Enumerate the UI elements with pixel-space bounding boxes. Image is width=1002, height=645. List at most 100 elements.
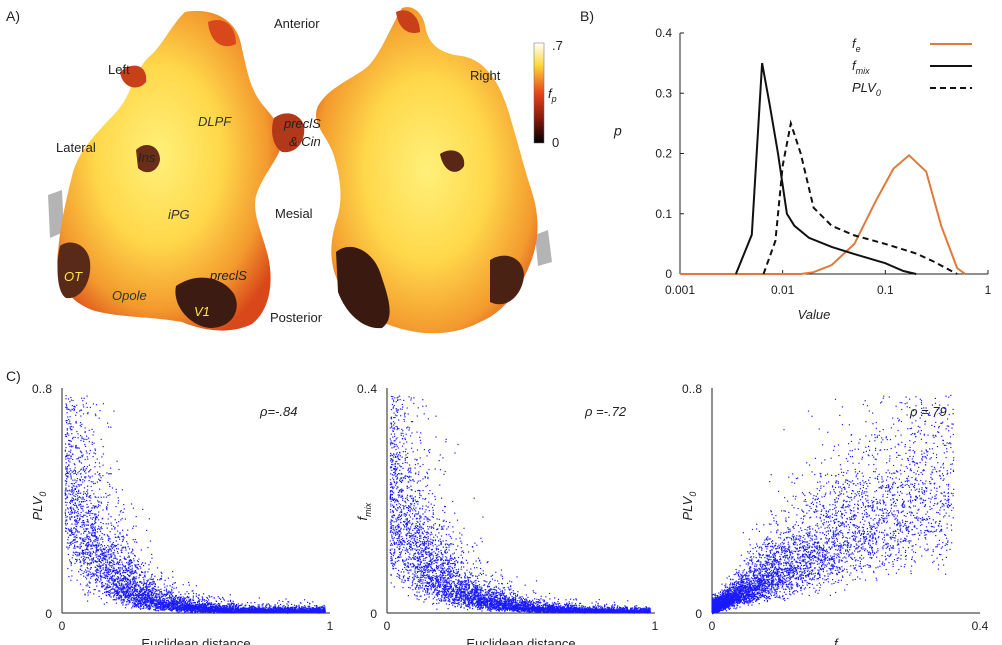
scatter-point — [94, 453, 97, 455]
scatter-point — [180, 602, 182, 604]
scatter-point — [111, 487, 114, 489]
scatter-point — [94, 552, 96, 554]
scatter-point — [82, 523, 84, 525]
scatter-point — [216, 608, 218, 611]
scatter-point — [71, 486, 73, 488]
scatter-point — [96, 507, 98, 509]
scatter-point — [87, 585, 89, 587]
scatter-point — [117, 500, 120, 502]
scatter-point — [279, 608, 281, 610]
scatter-point — [183, 602, 185, 604]
scatter-point — [74, 545, 76, 548]
scatter-point — [76, 522, 78, 524]
scatter-point — [77, 497, 79, 499]
scatter-point — [265, 606, 267, 608]
scatter-point — [241, 603, 243, 605]
scatter-point — [171, 600, 173, 602]
scatter-point — [260, 608, 262, 610]
scatter-point — [77, 512, 79, 514]
scatter-point — [85, 402, 87, 404]
scatter-point — [145, 594, 147, 596]
scatter-point — [74, 436, 76, 438]
scatter-point — [168, 602, 170, 604]
scatter-point — [273, 606, 275, 608]
scatter-point — [190, 604, 192, 606]
legend-label: fe — [852, 36, 861, 54]
scatter-point — [118, 596, 120, 598]
scatter-point — [181, 602, 184, 605]
scatter-point — [121, 590, 123, 592]
scatter-point — [86, 495, 88, 497]
scatter-point — [84, 552, 86, 554]
scatter-point — [157, 609, 159, 612]
scatter-point — [124, 565, 127, 567]
scatter-point — [120, 544, 122, 546]
scatter-point — [87, 594, 89, 596]
scatter-point — [88, 512, 90, 514]
scatter-point — [87, 600, 89, 602]
scatter-point — [94, 505, 96, 507]
scatter-point — [89, 495, 92, 497]
scatter-point — [114, 588, 116, 590]
scatter-point — [135, 596, 137, 599]
scatter-point — [112, 583, 114, 585]
scatter-point — [82, 552, 85, 554]
scatter-point — [141, 607, 143, 609]
scatter-point — [73, 536, 75, 538]
scatter-point — [147, 595, 149, 597]
scatter-point — [68, 471, 70, 473]
scatter-point — [92, 505, 94, 507]
scatter-point — [319, 612, 321, 614]
scatter-point — [86, 543, 88, 545]
scatter-point — [66, 507, 68, 509]
scatter-point — [81, 522, 83, 524]
scatter-point — [201, 609, 203, 611]
scatter-point — [75, 493, 77, 495]
scatter-point — [142, 604, 144, 606]
scatter-point — [83, 440, 85, 442]
scatter-point — [121, 602, 123, 604]
scatter-point — [109, 577, 111, 579]
scatter-point — [67, 508, 69, 510]
scatter-point — [94, 527, 96, 529]
scatter-point — [83, 491, 85, 493]
scatter-point — [145, 591, 147, 593]
scatter-point — [132, 592, 134, 594]
scatter-point — [117, 563, 119, 565]
scatter-point — [148, 589, 150, 591]
scatter-point — [210, 603, 212, 605]
scatter-point — [139, 602, 141, 605]
scatter-point — [78, 489, 80, 491]
scatter-point — [71, 531, 73, 533]
scatter-point — [171, 610, 173, 612]
scatter-point — [129, 582, 131, 584]
scatter-point — [169, 608, 171, 610]
scatter-point — [82, 537, 84, 540]
scatter-point — [71, 446, 73, 448]
scatter-point — [191, 590, 193, 592]
scatter-point — [141, 590, 143, 592]
scatter-point — [77, 437, 79, 439]
scatter-point — [144, 600, 146, 602]
scatter-point — [150, 597, 152, 599]
scatter-point — [149, 591, 151, 593]
scatter-point — [67, 457, 69, 459]
scatter-point — [112, 585, 114, 587]
scatter-point — [216, 609, 218, 611]
scatter-point — [229, 600, 231, 602]
scatter-point — [81, 397, 83, 399]
scatter-point — [259, 608, 261, 610]
scatter-point — [172, 598, 175, 600]
region-v1: V1 — [194, 304, 210, 319]
scatter-point — [298, 607, 300, 609]
scatter-point — [180, 596, 182, 598]
scatter-point — [138, 577, 140, 579]
scatter-point — [85, 539, 87, 541]
scatter-point — [113, 578, 115, 580]
scatter-point — [250, 602, 252, 604]
scatter-point — [121, 596, 123, 599]
scatter-point — [134, 570, 137, 572]
scatter-point — [244, 605, 246, 607]
scatter-point — [114, 580, 116, 582]
